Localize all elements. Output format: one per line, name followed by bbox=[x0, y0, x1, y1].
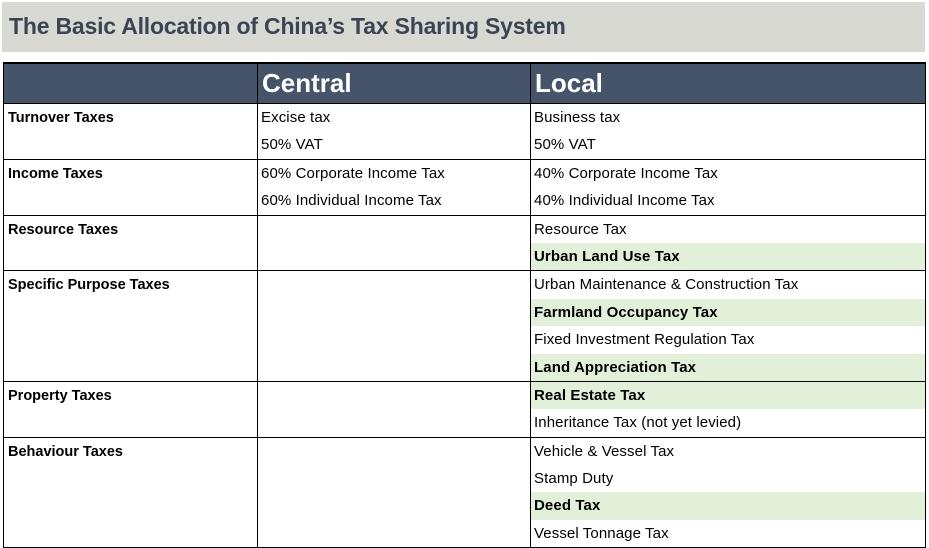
local-item-highlighted: Land Appreciation Tax bbox=[531, 353, 925, 381]
central-item bbox=[258, 465, 530, 492]
category-cell: Property Taxes bbox=[3, 381, 258, 438]
local-item: Business tax bbox=[534, 109, 621, 126]
local-item-highlighted: Farmland Occupancy Tax bbox=[531, 298, 925, 327]
central-item: 60% Individual Income Tax bbox=[261, 192, 442, 210]
local-cell: Business tax 50% VAT bbox=[530, 103, 926, 160]
category-cell: Behaviour Taxes bbox=[3, 437, 258, 548]
tax-allocation-table: Central Local Turnover Taxes Excise tax 50… bbox=[3, 62, 926, 548]
category-cell: Income Taxes bbox=[3, 159, 258, 216]
central-item bbox=[258, 382, 530, 409]
central-cell: 60% Corporate Income Tax 60% Individual I… bbox=[257, 159, 531, 216]
local-item-highlighted: Urban Land Use Tax bbox=[531, 242, 925, 271]
category-label: Turnover Taxes bbox=[8, 110, 114, 126]
table-row: Property Taxes Real Estate Tax Inheritance… bbox=[3, 381, 926, 438]
central-cell bbox=[257, 270, 531, 382]
central-item: Excise tax bbox=[261, 109, 331, 126]
local-item: Vessel Tonnage Tax bbox=[534, 524, 669, 542]
category-label: Property Taxes bbox=[8, 387, 112, 404]
central-cell bbox=[257, 437, 531, 548]
central-item bbox=[258, 520, 530, 547]
category-cell: Resource Taxes bbox=[3, 215, 258, 272]
local-cell: Real Estate Tax Inheritance Tax (not yet … bbox=[530, 381, 926, 438]
table-row: Income Taxes 60% Corporate Income Tax 60% … bbox=[3, 159, 926, 216]
central-cell bbox=[257, 381, 531, 438]
central-item bbox=[258, 438, 530, 465]
category-cell: Turnover Taxes bbox=[3, 103, 258, 160]
local-item-highlighted: Deed Tax bbox=[531, 492, 925, 520]
central-item bbox=[258, 492, 530, 519]
table-body: Turnover Taxes Excise tax 50% VAT Business … bbox=[3, 103, 926, 548]
category-label: Specific Purpose Taxes bbox=[8, 277, 170, 294]
local-cell: Urban Maintenance & Construction Tax Farm… bbox=[530, 270, 926, 382]
table-header-row: Central Local bbox=[3, 62, 926, 104]
local-cell: Resource Tax Urban Land Use Tax bbox=[530, 215, 926, 272]
local-item: 40% Corporate Income Tax bbox=[534, 164, 718, 182]
central-cell: Excise tax 50% VAT bbox=[257, 103, 531, 160]
table-row: Behaviour Taxes Vehicle & Vessel Tax Stamp… bbox=[3, 437, 926, 548]
header-central: Central bbox=[257, 62, 531, 104]
central-item bbox=[258, 409, 530, 436]
local-item-highlighted: Real Estate Tax bbox=[531, 381, 925, 410]
central-cell bbox=[257, 215, 531, 272]
central-item bbox=[258, 354, 530, 381]
local-item: 50% VAT bbox=[534, 136, 596, 154]
local-cell: Vehicle & Vessel Tax Stamp Duty Deed Tax Ve… bbox=[530, 437, 926, 548]
category-cell: Specific Purpose Taxes bbox=[3, 270, 258, 382]
category-label: Income Taxes bbox=[8, 165, 103, 182]
central-item: 60% Corporate Income Tax bbox=[261, 164, 445, 182]
table-row: Resource Taxes Resource Tax Urban Land Use… bbox=[3, 215, 926, 272]
header-local: Local bbox=[530, 62, 926, 104]
category-label: Behaviour Taxes bbox=[8, 443, 123, 460]
table-row: Turnover Taxes Excise tax 50% VAT Business … bbox=[3, 103, 926, 160]
local-item: Vehicle & Vessel Tax bbox=[534, 442, 675, 460]
central-item: 50% VAT bbox=[261, 136, 323, 154]
local-item: 40% Individual Income Tax bbox=[534, 192, 715, 210]
local-item: Fixed Investment Regulation Tax bbox=[534, 331, 755, 349]
central-item bbox=[258, 271, 530, 298]
local-item: Urban Maintenance & Construction Tax bbox=[534, 276, 799, 294]
header-category bbox=[3, 62, 258, 104]
local-item: Stamp Duty bbox=[534, 470, 614, 488]
local-item: Inheritance Tax (not yet levied) bbox=[534, 414, 742, 432]
local-item: Resource Tax bbox=[534, 220, 627, 238]
page-title: The Basic Allocation of China’s Tax Shar… bbox=[9, 13, 566, 39]
central-item bbox=[258, 299, 530, 326]
central-item bbox=[258, 326, 530, 353]
central-item bbox=[258, 216, 530, 243]
title-bar: The Basic Allocation of China’s Tax Shar… bbox=[2, 2, 925, 52]
category-label: Resource Taxes bbox=[8, 221, 119, 238]
table-row: Specific Purpose Taxes Urban Maintenance … bbox=[3, 270, 926, 382]
central-item bbox=[258, 243, 530, 270]
local-cell: 40% Corporate Income Tax 40% Individual I… bbox=[530, 159, 926, 216]
